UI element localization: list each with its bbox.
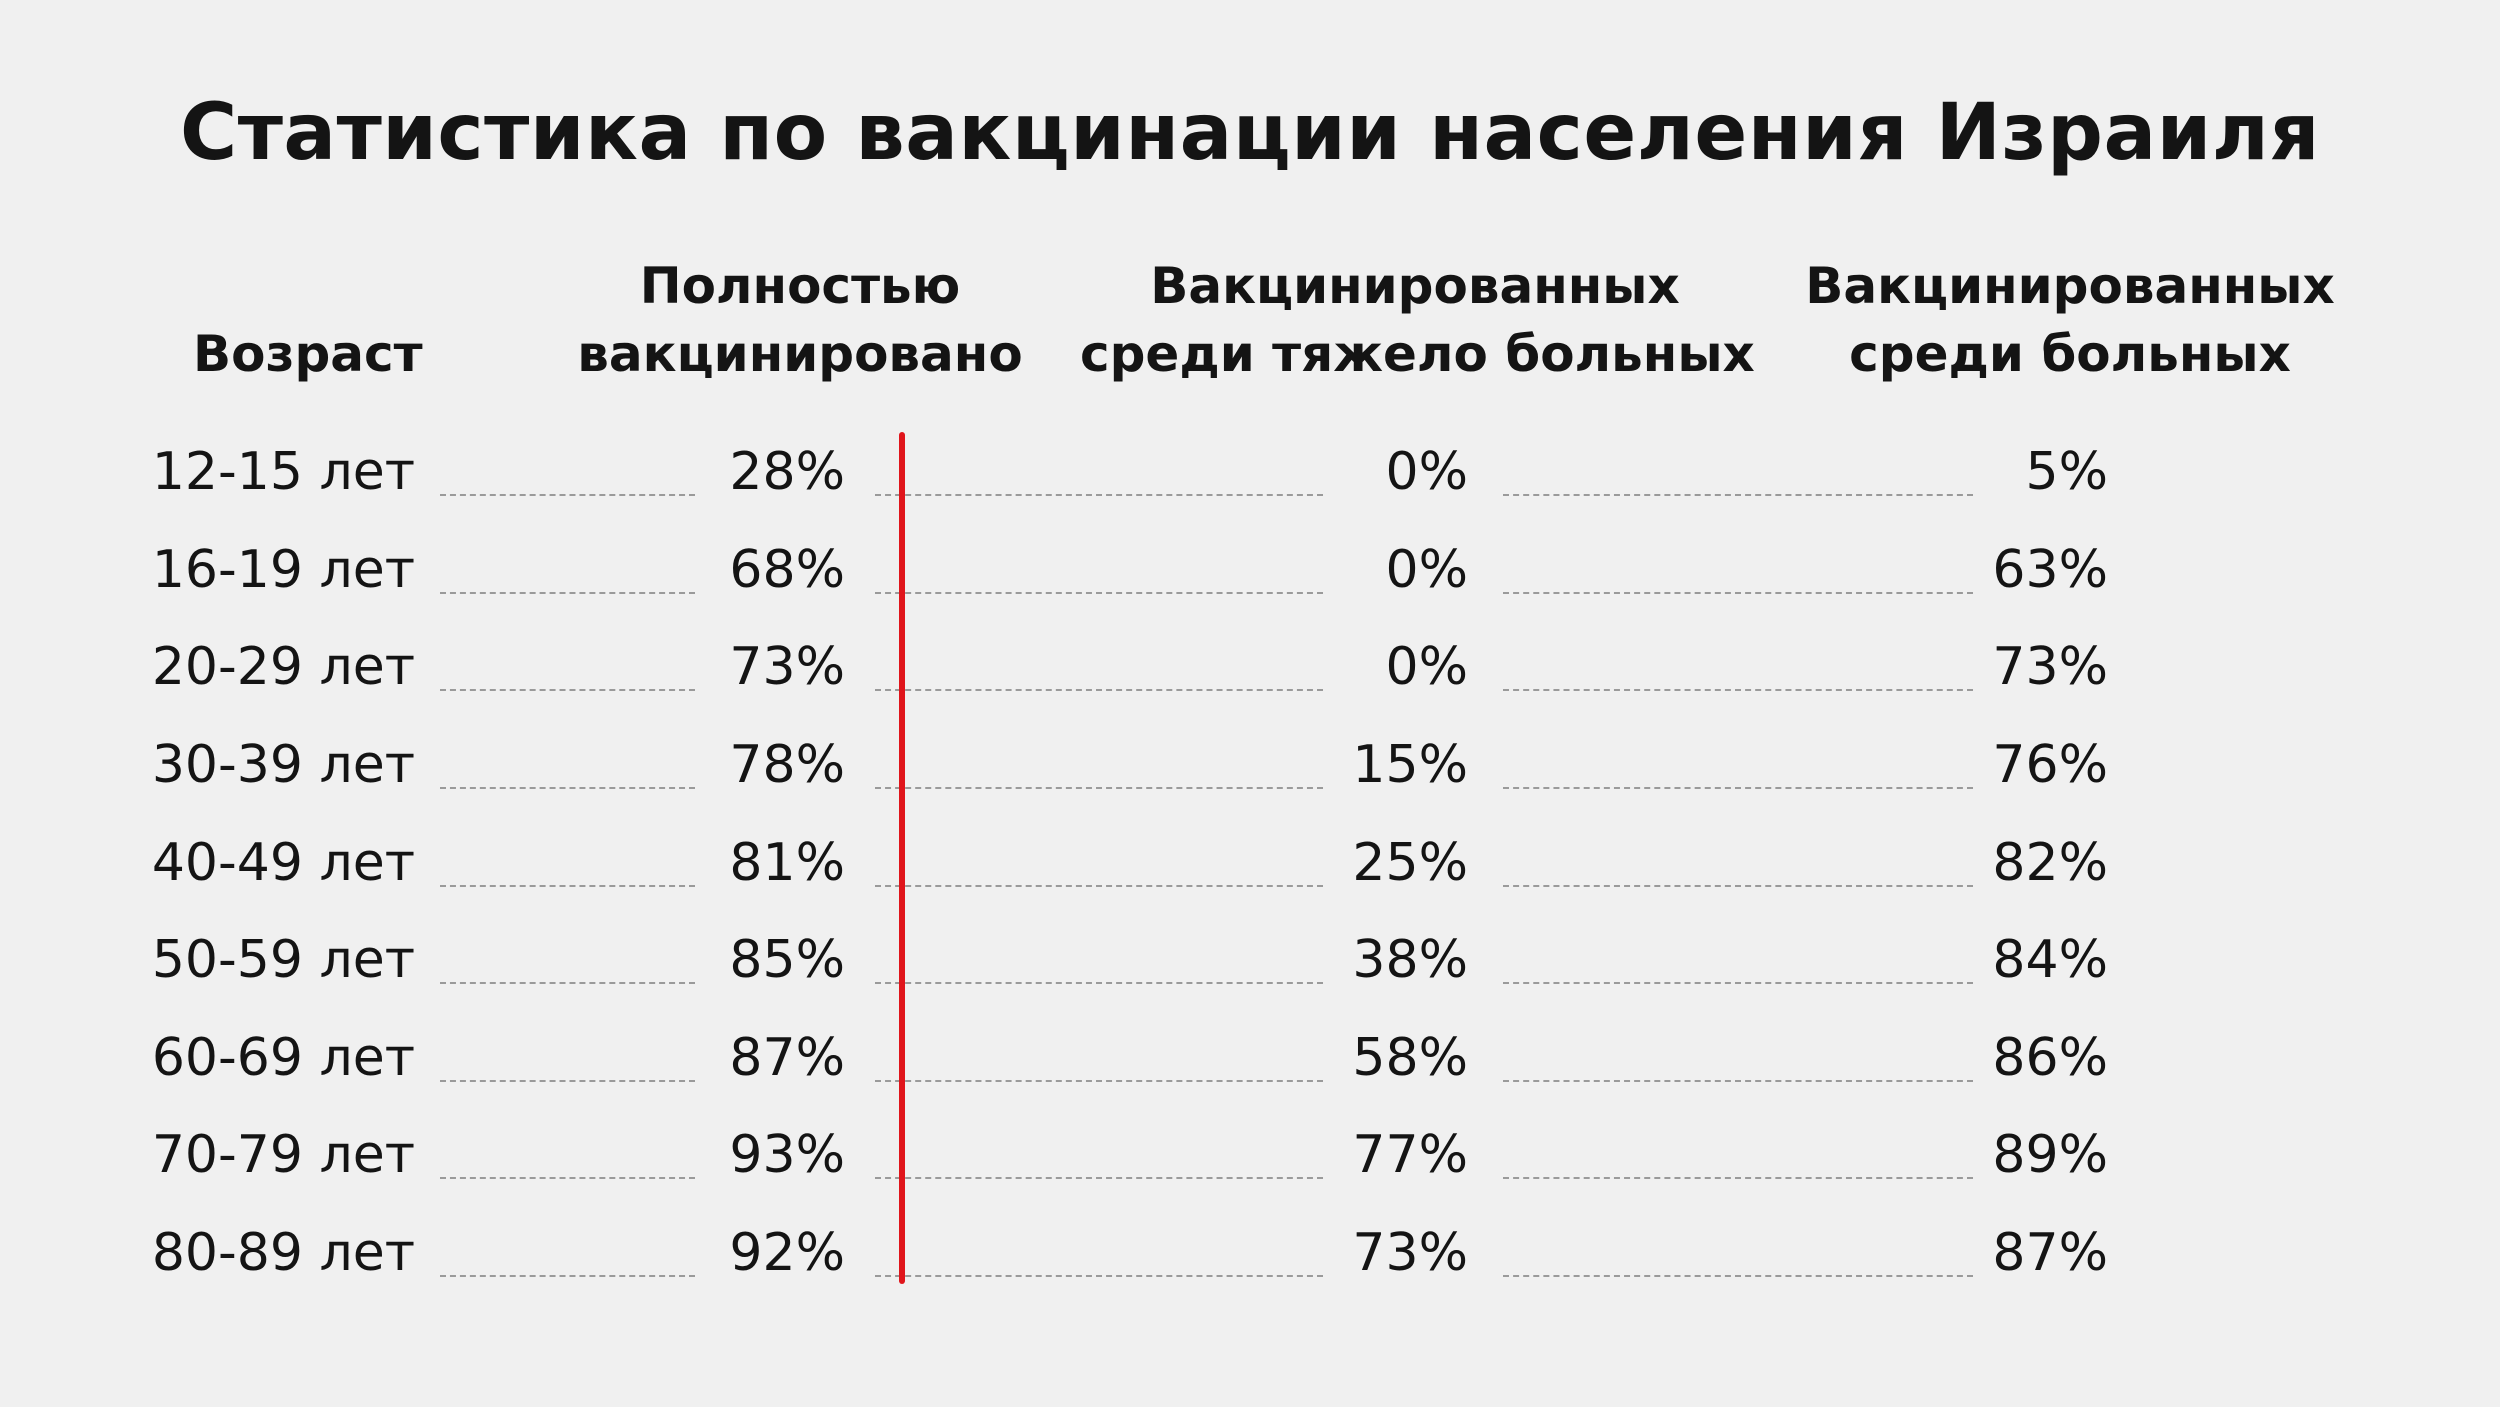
table-row: 50-59 лет 85% 38% 84%: [0, 925, 2500, 1023]
page-title: Статистика по вакцинации населения Израи…: [179, 88, 2321, 178]
table-row: 40-49 лет 81% 25% 82%: [0, 828, 2500, 926]
leader-line: [440, 885, 695, 887]
leader-line: [875, 1080, 1323, 1082]
leader-line: [875, 1275, 1323, 1277]
leader-line: [1503, 689, 1973, 691]
header-age: Возраст: [193, 320, 423, 388]
leader-line: [440, 1177, 695, 1179]
fully-vaccinated-cell: 93%: [729, 1125, 845, 1185]
leader-line: [1503, 1177, 1973, 1179]
among-severe-cell: 0%: [1385, 442, 1469, 502]
table-row: 16-19 лет 68% 0% 63%: [0, 535, 2500, 633]
among-severe-cell: 25%: [1352, 833, 1468, 893]
age-cell: 70-79 лет: [151, 1125, 415, 1185]
age-cell: 80-89 лет: [151, 1223, 415, 1283]
leader-line: [875, 592, 1323, 594]
header-among-sick: Вакцинированных среди больных: [1790, 252, 2350, 388]
leader-line: [1503, 592, 1973, 594]
leader-line: [875, 787, 1323, 789]
fully-vaccinated-cell: 73%: [729, 637, 845, 697]
leader-line: [1503, 1275, 1973, 1277]
header-among-severe-line-2: среди тяжело больных: [1080, 325, 1755, 383]
leader-line: [1503, 787, 1973, 789]
fully-vaccinated-cell: 78%: [729, 735, 845, 795]
leader-line: [440, 1080, 695, 1082]
leader-line: [875, 1177, 1323, 1179]
header-fully-vaccinated-line-2: вакцинировано: [577, 325, 1023, 383]
among-severe-cell: 77%: [1352, 1125, 1468, 1185]
leader-line: [440, 787, 695, 789]
fully-vaccinated-cell: 85%: [729, 930, 845, 990]
among-sick-cell: 63%: [1992, 540, 2108, 600]
leader-line: [440, 689, 695, 691]
table-row: 70-79 лет 93% 77% 89%: [0, 1120, 2500, 1218]
leader-line: [1503, 982, 1973, 984]
among-severe-cell: 73%: [1352, 1223, 1468, 1283]
among-sick-cell: 87%: [1992, 1223, 2108, 1283]
leader-line: [875, 885, 1323, 887]
header-among-sick-line-2: среди больных: [1849, 325, 2291, 383]
table-row: 20-29 лет 73% 0% 73%: [0, 632, 2500, 730]
among-severe-cell: 58%: [1352, 1028, 1468, 1088]
among-sick-cell: 89%: [1992, 1125, 2108, 1185]
fully-vaccinated-cell: 92%: [729, 1223, 845, 1283]
among-severe-cell: 15%: [1352, 735, 1468, 795]
age-cell: 12-15 лет: [151, 442, 415, 502]
among-severe-cell: 38%: [1352, 930, 1468, 990]
among-sick-cell: 76%: [1992, 735, 2108, 795]
age-cell: 60-69 лет: [151, 1028, 415, 1088]
among-severe-cell: 0%: [1385, 540, 1469, 600]
leader-line: [440, 982, 695, 984]
header-among-sick-line-1: Вакцинированных: [1805, 257, 2335, 315]
among-sick-cell: 82%: [1992, 833, 2108, 893]
fully-vaccinated-cell: 81%: [729, 833, 845, 893]
header-fully-vaccinated-line-1: Полностью: [639, 257, 961, 315]
leader-line: [440, 1275, 695, 1277]
table-row: 60-69 лет 87% 58% 86%: [0, 1023, 2500, 1121]
table-row: 12-15 лет 28% 0% 5%: [0, 437, 2500, 535]
leader-line: [1503, 1080, 1973, 1082]
header-age-label: Возраст: [193, 325, 423, 383]
among-sick-cell: 73%: [1992, 637, 2108, 697]
among-sick-cell: 86%: [1992, 1028, 2108, 1088]
red-divider-line: [899, 432, 905, 1284]
leader-line: [440, 592, 695, 594]
fully-vaccinated-cell: 28%: [729, 442, 845, 502]
age-cell: 20-29 лет: [151, 637, 415, 697]
leader-line: [440, 494, 695, 496]
leader-line: [875, 982, 1323, 984]
leader-line: [875, 689, 1323, 691]
header-among-severe-line-1: Вакцинированных: [1150, 257, 1680, 315]
leader-line: [1503, 494, 1973, 496]
fully-vaccinated-cell: 68%: [729, 540, 845, 600]
among-sick-cell: 84%: [1992, 930, 2108, 990]
leader-line: [1503, 885, 1973, 887]
leader-line: [875, 494, 1323, 496]
age-cell: 40-49 лет: [151, 833, 415, 893]
table-row: 30-39 лет 78% 15% 76%: [0, 730, 2500, 828]
header-fully-vaccinated: Полностью вакцинировано: [570, 252, 1030, 388]
among-sick-cell: 5%: [2025, 442, 2109, 502]
header-among-severe: Вакцинированных среди тяжело больных: [1080, 252, 1755, 388]
among-severe-cell: 0%: [1385, 637, 1469, 697]
age-cell: 50-59 лет: [151, 930, 415, 990]
table-row: 80-89 лет 92% 73% 87%: [0, 1218, 2500, 1316]
age-cell: 30-39 лет: [151, 735, 415, 795]
fully-vaccinated-cell: 87%: [729, 1028, 845, 1088]
age-cell: 16-19 лет: [151, 540, 415, 600]
